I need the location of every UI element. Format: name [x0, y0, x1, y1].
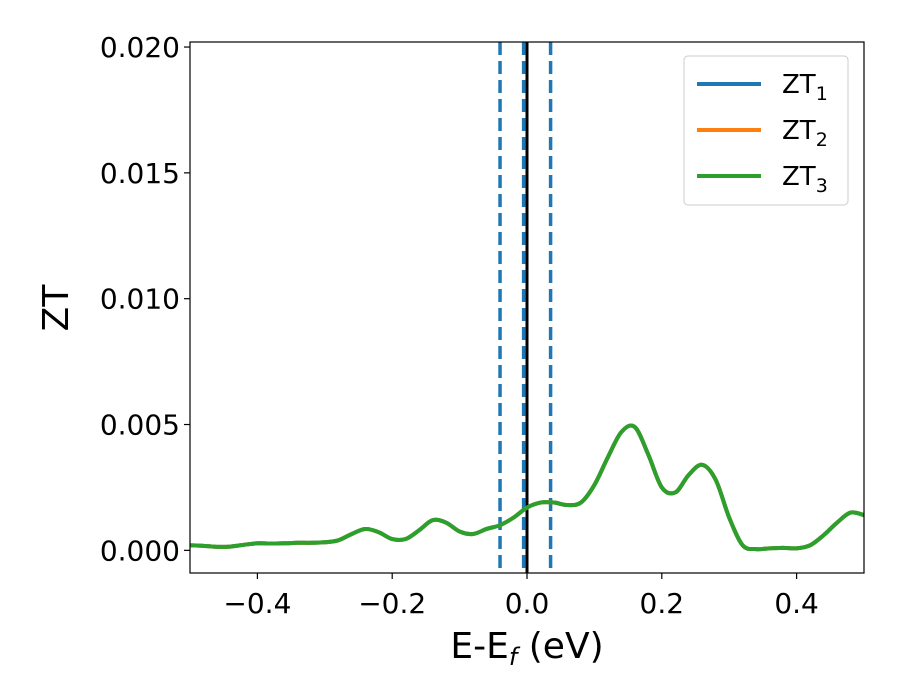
y-tick-label: 0.010 [100, 283, 180, 316]
x-tick-label: 0.0 [505, 587, 550, 620]
x-tick-label: −0.2 [358, 587, 426, 620]
y-tick-label: 0.005 [100, 409, 180, 442]
legend-label-2: ZT2 [782, 116, 828, 151]
y-axis-title: ZT [36, 284, 77, 332]
y-tick-label: 0.000 [100, 534, 180, 567]
x-tick-label: 0.4 [774, 587, 819, 620]
x-tick-label: −0.4 [223, 587, 291, 620]
y-tick-label: 0.015 [100, 157, 180, 190]
legend: ZT1 ZT2 ZT3 [683, 55, 849, 206]
vertical-reference-lines [498, 42, 553, 573]
x-tick-label: 0.2 [640, 587, 685, 620]
x-axis: −0.4 −0.2 0.0 0.2 0.4 [223, 573, 819, 620]
series-lines [190, 423, 864, 552]
legend-label-1: ZT1 [782, 70, 828, 105]
y-axis: 0.000 0.005 0.010 0.015 0.020 [100, 31, 190, 567]
y-tick-label: 0.020 [100, 31, 180, 64]
legend-box [683, 55, 849, 206]
x-axis-title-suffix: (eV) [517, 626, 603, 667]
legend-label-3: ZT3 [782, 162, 828, 197]
x-axis-title: E-Ef (eV) [450, 626, 603, 671]
series-line-3 [190, 423, 864, 552]
